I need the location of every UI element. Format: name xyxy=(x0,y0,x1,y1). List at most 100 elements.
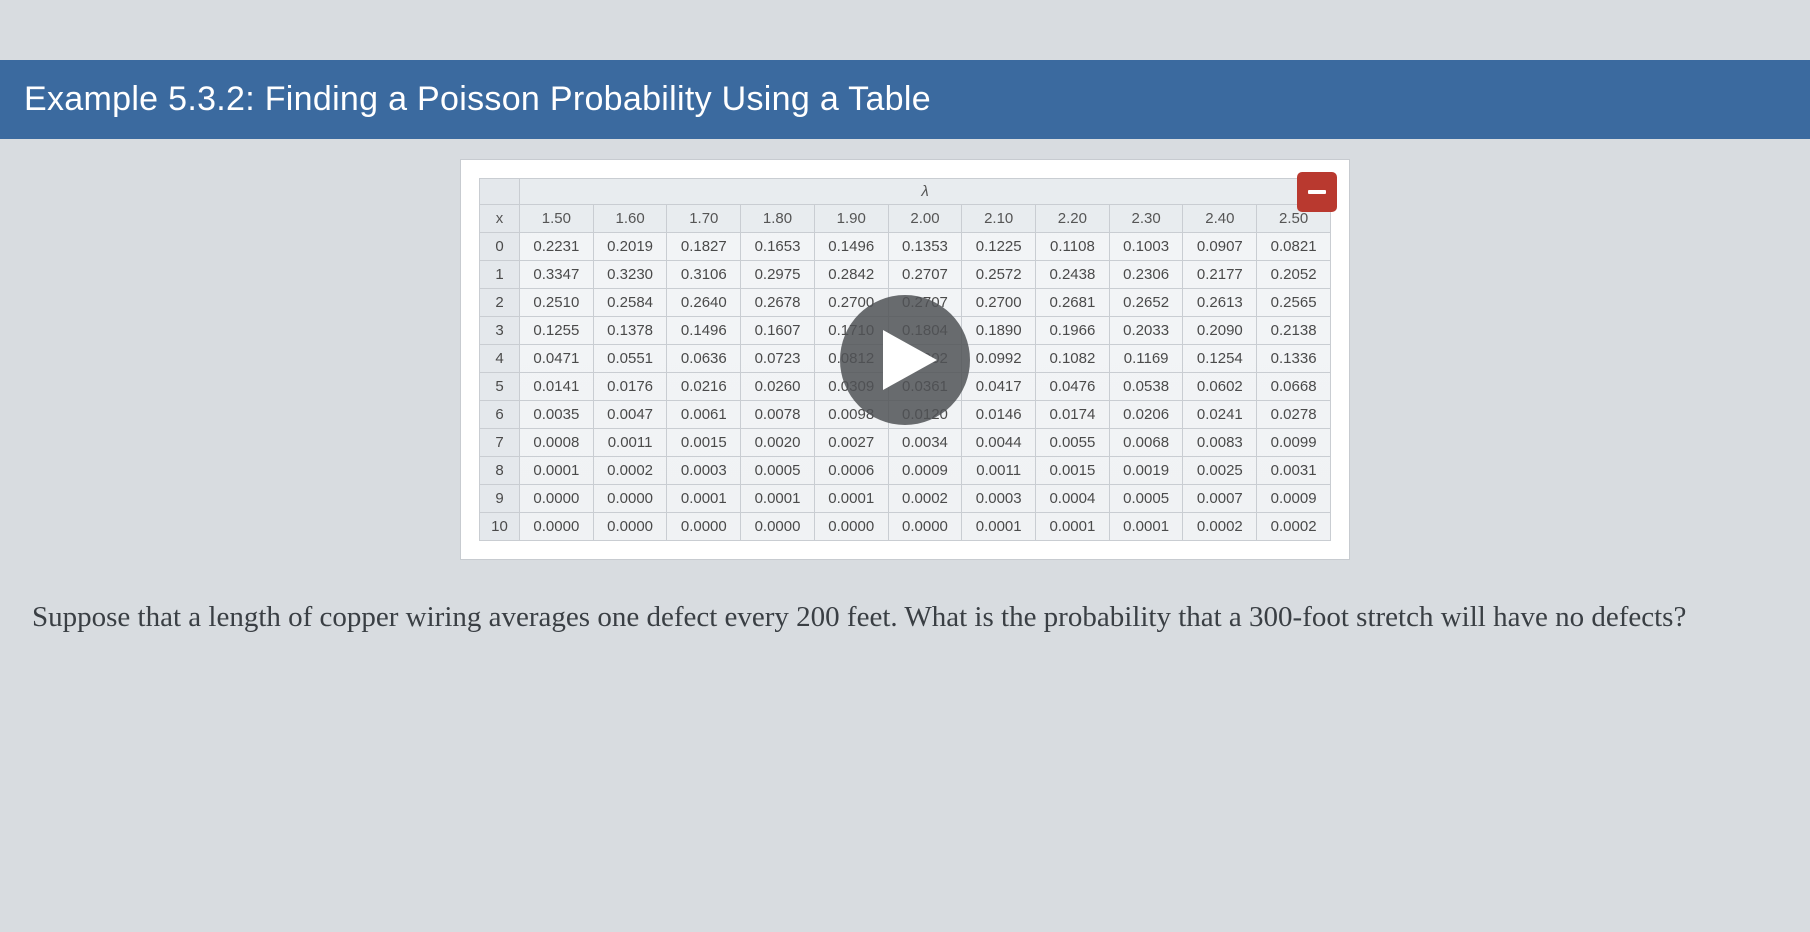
probability-cell: 0.0020 xyxy=(741,429,815,457)
probability-cell: 0.2975 xyxy=(741,261,815,289)
table-row: 90.00000.00000.00010.00010.00010.00020.0… xyxy=(480,485,1331,513)
probability-cell: 0.0000 xyxy=(741,513,815,541)
probability-cell: 0.2700 xyxy=(962,289,1036,317)
probability-cell: 0.0000 xyxy=(520,513,594,541)
row-x-value: 6 xyxy=(480,401,520,429)
probability-cell: 0.0031 xyxy=(1257,457,1331,485)
minimize-button[interactable] xyxy=(1297,172,1337,212)
probability-cell: 0.0034 xyxy=(888,429,962,457)
probability-cell: 0.0047 xyxy=(593,401,667,429)
probability-cell: 0.0003 xyxy=(667,457,741,485)
play-icon xyxy=(883,330,937,390)
probability-cell: 0.0476 xyxy=(1036,373,1110,401)
probability-cell: 0.1169 xyxy=(1109,345,1183,373)
column-header: 1.70 xyxy=(667,205,741,233)
probability-cell: 0.2033 xyxy=(1109,317,1183,345)
probability-cell: 0.0471 xyxy=(520,345,594,373)
probability-cell: 0.0260 xyxy=(741,373,815,401)
content-area: λ x 1.501.601.701.801.902.002.102.202.30… xyxy=(0,139,1810,640)
probability-cell: 0.0005 xyxy=(741,457,815,485)
probability-cell: 0.0551 xyxy=(593,345,667,373)
probability-cell: 0.0001 xyxy=(741,485,815,513)
row-x-value: 5 xyxy=(480,373,520,401)
probability-cell: 0.0278 xyxy=(1257,401,1331,429)
probability-cell: 0.1336 xyxy=(1257,345,1331,373)
probability-cell: 0.0011 xyxy=(962,457,1036,485)
probability-cell: 0.1255 xyxy=(520,317,594,345)
column-header: 2.10 xyxy=(962,205,1036,233)
probability-cell: 0.3347 xyxy=(520,261,594,289)
probability-cell: 0.2510 xyxy=(520,289,594,317)
play-button[interactable] xyxy=(840,295,970,425)
probability-cell: 0.2678 xyxy=(741,289,815,317)
probability-cell: 0.0019 xyxy=(1109,457,1183,485)
example-title-text: Example 5.3.2: Finding a Poisson Probabi… xyxy=(24,80,931,118)
probability-cell: 0.0015 xyxy=(1036,457,1110,485)
table-row: 70.00080.00110.00150.00200.00270.00340.0… xyxy=(480,429,1331,457)
column-header: 1.80 xyxy=(741,205,815,233)
column-header: 2.00 xyxy=(888,205,962,233)
probability-cell: 0.0099 xyxy=(1257,429,1331,457)
row-x-value: 8 xyxy=(480,457,520,485)
probability-cell: 0.0176 xyxy=(593,373,667,401)
probability-cell: 0.0821 xyxy=(1257,233,1331,261)
row-x-value: 3 xyxy=(480,317,520,345)
probability-cell: 0.0000 xyxy=(593,485,667,513)
probability-cell: 0.1082 xyxy=(1036,345,1110,373)
probability-cell: 0.2842 xyxy=(814,261,888,289)
row-x-value: 2 xyxy=(480,289,520,317)
probability-cell: 0.0009 xyxy=(1257,485,1331,513)
probability-cell: 0.1966 xyxy=(1036,317,1110,345)
probability-cell: 0.0002 xyxy=(888,485,962,513)
probability-cell: 0.2707 xyxy=(888,261,962,289)
probability-cell: 0.0001 xyxy=(667,485,741,513)
probability-cell: 0.2613 xyxy=(1183,289,1257,317)
probability-cell: 0.2090 xyxy=(1183,317,1257,345)
probability-cell: 0.0002 xyxy=(1183,513,1257,541)
table-row: 00.22310.20190.18270.16530.14960.13530.1… xyxy=(480,233,1331,261)
probability-cell: 0.2138 xyxy=(1257,317,1331,345)
probability-cell: 0.0992 xyxy=(962,345,1036,373)
column-header: 2.20 xyxy=(1036,205,1110,233)
table-header-row: x 1.501.601.701.801.902.002.102.202.302.… xyxy=(480,205,1331,233)
probability-cell: 0.0004 xyxy=(1036,485,1110,513)
probability-cell: 0.0241 xyxy=(1183,401,1257,429)
probability-cell: 0.0000 xyxy=(667,513,741,541)
lambda-header: λ xyxy=(520,179,1331,205)
probability-cell: 0.2681 xyxy=(1036,289,1110,317)
table-row: 10.33470.32300.31060.29750.28420.27070.2… xyxy=(480,261,1331,289)
probability-cell: 0.2231 xyxy=(520,233,594,261)
probability-cell: 0.0007 xyxy=(1183,485,1257,513)
probability-cell: 0.2652 xyxy=(1109,289,1183,317)
probability-cell: 0.0008 xyxy=(520,429,594,457)
column-header: 2.30 xyxy=(1109,205,1183,233)
table-corner-blank xyxy=(480,179,520,205)
probability-cell: 0.1496 xyxy=(667,317,741,345)
probability-cell: 0.1254 xyxy=(1183,345,1257,373)
probability-cell: 0.0002 xyxy=(1257,513,1331,541)
probability-cell: 0.1225 xyxy=(962,233,1036,261)
probability-cell: 0.0538 xyxy=(1109,373,1183,401)
probability-cell: 0.1653 xyxy=(741,233,815,261)
probability-cell: 0.0001 xyxy=(1109,513,1183,541)
probability-cell: 0.1108 xyxy=(1036,233,1110,261)
probability-cell: 0.0009 xyxy=(888,457,962,485)
probability-cell: 0.0206 xyxy=(1109,401,1183,429)
probability-cell: 0.0000 xyxy=(888,513,962,541)
probability-cell: 0.0055 xyxy=(1036,429,1110,457)
probability-cell: 0.2438 xyxy=(1036,261,1110,289)
column-header: 1.90 xyxy=(814,205,888,233)
probability-cell: 0.0907 xyxy=(1183,233,1257,261)
probability-cell: 0.1827 xyxy=(667,233,741,261)
probability-cell: 0.1607 xyxy=(741,317,815,345)
probability-cell: 0.0001 xyxy=(1036,513,1110,541)
row-x-value: 1 xyxy=(480,261,520,289)
probability-cell: 0.0005 xyxy=(1109,485,1183,513)
probability-cell: 0.3230 xyxy=(593,261,667,289)
probability-cell: 0.2572 xyxy=(962,261,1036,289)
probability-cell: 0.0723 xyxy=(741,345,815,373)
probability-cell: 0.2565 xyxy=(1257,289,1331,317)
probability-cell: 0.0141 xyxy=(520,373,594,401)
probability-cell: 0.2640 xyxy=(667,289,741,317)
probability-cell: 0.0061 xyxy=(667,401,741,429)
